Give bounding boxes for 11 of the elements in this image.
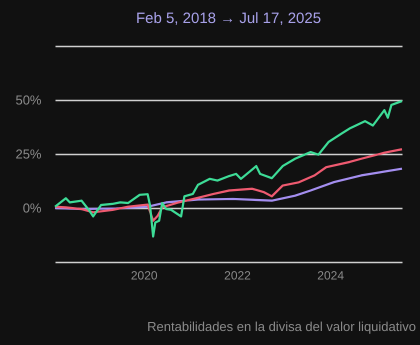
text: Rentabilidades en la divisa del valor liquidativo xyxy=(147,319,416,334)
y-tick-label: 25% xyxy=(15,146,42,162)
x-tick-label: 2024 xyxy=(317,268,344,282)
x-tick-label: 2022 xyxy=(224,268,252,282)
x-tick-label: 2020 xyxy=(130,268,158,282)
y-tick-label: 50% xyxy=(15,92,42,108)
chart-title: Feb 5, 2018 → Jul 17, 2025 xyxy=(136,10,322,27)
line-series xyxy=(54,148,404,222)
line-series xyxy=(54,168,404,210)
line-series xyxy=(54,100,404,238)
y-tick-label: 0% xyxy=(22,200,42,216)
